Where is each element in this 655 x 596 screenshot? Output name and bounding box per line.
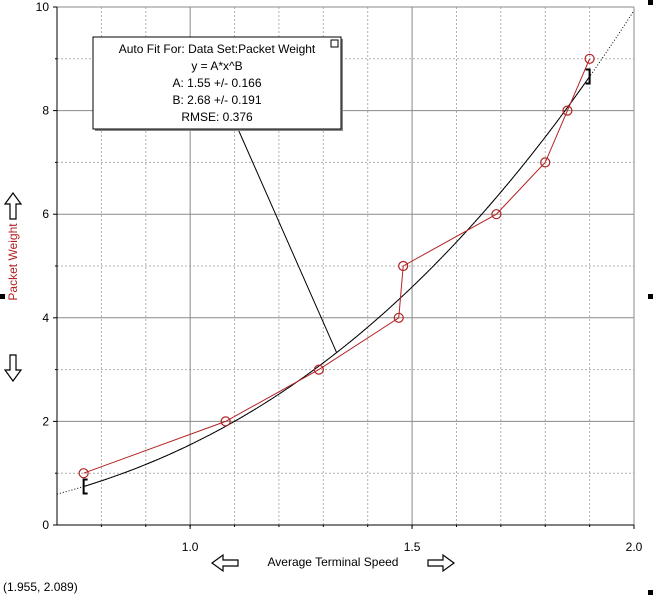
y-axis-title: Packet Weight <box>6 223 20 301</box>
x-tick-label: 2.0 <box>626 540 643 554</box>
resize-handle[interactable] <box>648 294 653 299</box>
data-point <box>313 364 324 375</box>
resize-handle[interactable] <box>0 294 5 299</box>
x-axis-title: Average Terminal Speed <box>268 555 399 569</box>
fit-box-close-icon[interactable] <box>330 39 339 48</box>
data-point <box>220 416 231 427</box>
range-bracket-left[interactable] <box>82 478 88 495</box>
range-bracket-right[interactable] <box>585 68 591 85</box>
fit-box-line: A: 1.55 +/- 0.166 <box>172 76 261 90</box>
fit-box-line: Auto Fit For: Data Set:Packet Weight <box>119 42 316 56</box>
data-point <box>540 157 551 168</box>
x-scroll-left-icon[interactable] <box>210 553 239 573</box>
x-scroll-right-icon[interactable] <box>427 553 456 573</box>
y-tick-label: 4 <box>42 311 49 325</box>
x-tick-label: 1.0 <box>182 540 199 554</box>
data-point <box>584 53 595 64</box>
y-scroll-up-icon[interactable] <box>3 191 23 220</box>
resize-handle[interactable] <box>648 0 653 5</box>
y-tick-label: 10 <box>36 0 50 14</box>
y-tick-label: 6 <box>42 207 49 221</box>
y-tick-label: 2 <box>42 414 49 428</box>
x-tick-label: 1.5 <box>404 540 421 554</box>
resize-handle[interactable] <box>648 590 653 595</box>
y-tick-label: 8 <box>42 104 49 118</box>
fit-info-box[interactable] <box>92 36 342 130</box>
fit-box-line: B: 2.68 +/- 0.191 <box>172 93 261 107</box>
fit-box-line: RMSE: 0.376 <box>181 110 253 124</box>
coordinate-readout: (1.955, 2.089) <box>3 580 78 594</box>
fit-box-leader-line <box>237 128 338 353</box>
data-point <box>78 468 89 479</box>
data-point <box>491 209 502 220</box>
fit-box-line: y = A*x^B <box>191 59 242 73</box>
y-scroll-down-icon[interactable] <box>3 354 23 383</box>
series-line <box>83 58 591 474</box>
data-point <box>562 105 573 116</box>
data-point <box>398 260 409 272</box>
data-point <box>393 312 404 323</box>
y-tick-label: 0 <box>42 518 49 532</box>
